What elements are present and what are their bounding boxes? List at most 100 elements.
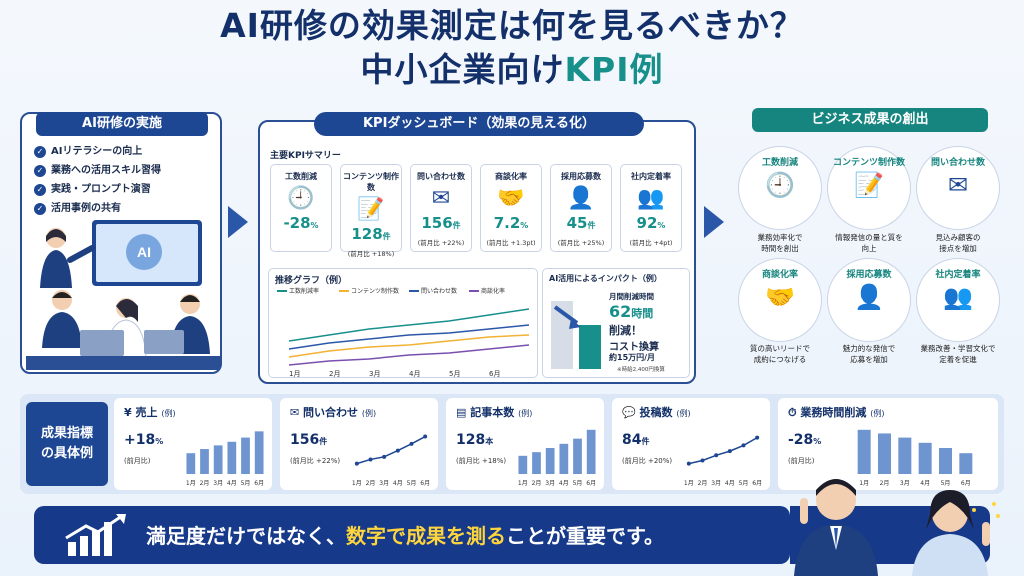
clock-icon: 🕘 — [765, 171, 795, 199]
team-icon: 👥 — [637, 186, 665, 211]
metric-bar — [254, 431, 264, 474]
metric-month-tick: 4月 — [920, 480, 930, 487]
impact-note: ※時給2,400円換算 — [617, 367, 665, 373]
check-icon: ✓ — [34, 164, 46, 177]
outcome-recruit-desc: 魅力的な発信で 応募を増加 — [842, 344, 896, 364]
metric-bar — [200, 449, 209, 474]
outcomes-header: ビジネス成果の創出 — [752, 108, 988, 132]
document-pen-icon: 📝 — [854, 171, 884, 199]
metric-month-tick: 5月 — [739, 480, 749, 487]
metric-point — [727, 449, 732, 454]
banner-highlight: 数字で成果を測る — [346, 524, 506, 548]
metric-chart-articles: 1月 2月 3月 4月 5月 6月 — [518, 429, 596, 487]
impact-hours: 62時間 — [609, 302, 654, 321]
chat-icon: 💬 — [622, 406, 640, 419]
metric-point — [368, 457, 373, 462]
metric-month-tick: 3月 — [213, 480, 223, 487]
metric-card-inquiry: ✉ 問い合わせ (例) 156件 (前月比 +22%) 1月 2月 3月 4月 5月 6月 — [280, 398, 438, 490]
outcome-content: コンテンツ制作数 📝 — [827, 146, 911, 230]
banner-message: 満足度だけではなく、数字で成果を測ることが重要です。 — [146, 524, 664, 548]
metric-bar — [227, 441, 237, 474]
metric-bar — [573, 438, 582, 474]
metric-chart-inquiry: 1月 2月 3月 4月 5月 6月 — [352, 434, 430, 487]
month-tick: 1月 — [289, 370, 300, 377]
month-tick: 5月 — [449, 370, 460, 377]
check-item: ✓ AIリテラシーの向上 — [34, 142, 161, 161]
metric-bar — [532, 452, 541, 474]
month-tick: 4月 — [409, 370, 420, 377]
metric-line — [688, 436, 758, 465]
metric-bar — [959, 453, 973, 474]
metric-month-tick: 5月 — [241, 480, 251, 487]
metric-card-time: ⏱ 業務時間削減 (例) -28% (前月比) 1月 2月 3月 4月 5月 6月 — [778, 398, 998, 490]
metric-month-tick: 3月 — [900, 480, 910, 487]
metric-bar — [186, 453, 196, 474]
impact-line2: 削減！ — [609, 324, 642, 337]
metric-month-tick: 3月 — [545, 480, 555, 487]
metric-card-articles: ▤ 記事本数 (例) 128本 (前月比 +18%) 1月 2月 3月 4月 5月 6月 — [446, 398, 604, 490]
impact-line1: 月間削減時間 — [609, 292, 654, 301]
growth-chart-icon — [65, 514, 126, 556]
metric-chart-time: 1月 2月 3月 4月 5月 6月 — [857, 429, 973, 487]
month-tick: 6月 — [489, 370, 500, 377]
document-pen-icon: 📝 — [357, 197, 385, 222]
outcome-recruit: 採用応募数 👤 — [827, 258, 911, 342]
subtitle-accent: KPI例 — [564, 50, 664, 89]
metric-month-tick: 6月 — [752, 480, 762, 487]
check-icon: ✓ — [34, 183, 46, 196]
impact-bar-graphic — [551, 301, 601, 369]
outcome-effort-desc: 業務効率化で 時間を創出 — [757, 233, 803, 253]
outcome-inquiry: 問い合わせ数 ✉ — [916, 146, 1000, 230]
check-item: ✓ 実践・プロンプト演習 — [34, 180, 161, 199]
metric-month-tick: 5月 — [407, 480, 417, 487]
metric-month-tick: 2月 — [366, 480, 376, 487]
legend-content: コンテンツ制作数 — [351, 287, 399, 295]
mail-icon: ✉ — [947, 171, 969, 199]
training-header: AI研修の実施 — [36, 112, 208, 136]
metric-month-tick: 2月 — [532, 480, 542, 487]
legend-effort: 工数削減率 — [289, 287, 319, 295]
metric-month-tick: 4月 — [725, 480, 735, 487]
metric-bar — [518, 455, 528, 474]
metric-point — [423, 434, 428, 439]
impact-box: AI活用によるインパクト（例） 月間削減時間 62時間 削減！ コスト換算 約1… — [542, 268, 690, 378]
metric-month-tick: 6月 — [254, 480, 264, 487]
training-illustration: AI — [26, 220, 220, 370]
metric-point — [354, 461, 359, 466]
handshake-icon: 🤝 — [497, 186, 525, 211]
trend-graph: 推移グラフ（例） 工数削減率 コンテンツ制作数 問い合わせ数 商談化率 1月 2… — [268, 268, 538, 378]
month-tick: 3月 — [369, 370, 380, 377]
outcome-effort: 工数削減 🕘 — [738, 146, 822, 230]
metric-month-tick: 4月 — [227, 480, 237, 487]
metrics-header: 成果指標 の具体例 — [26, 402, 108, 486]
metric-point — [395, 448, 400, 453]
kpi-summary-label: 主要KPIサマリー — [270, 151, 341, 161]
metric-month-tick: 5月 — [573, 480, 583, 487]
outcome-conversion: 商談化率 🤝 — [738, 258, 822, 342]
metric-card-sales: ¥ 売上 (例) +18% (前月比) 1月 2月 3月 4月 5月 6月 — [114, 398, 272, 490]
metric-bar — [857, 429, 871, 474]
screen-ai-label: AI — [137, 244, 151, 260]
metric-month-tick: 1月 — [186, 480, 196, 487]
legend-inquiry: 問い合わせ数 — [421, 287, 457, 295]
team-icon: 👥 — [943, 283, 973, 311]
trend-title: 推移グラフ（例） — [275, 276, 348, 286]
document-icon: ▤ — [456, 406, 471, 419]
metric-line — [356, 435, 426, 465]
metric-point — [700, 458, 705, 463]
metric-month-tick: 1月 — [684, 480, 694, 487]
outcome-retention: 社内定着率 👥 — [916, 258, 1000, 342]
impact-line3: コスト換算 — [609, 342, 659, 353]
check-item: ✓ 業務への活用スキル習得 — [34, 161, 161, 180]
clock-icon: 🕘 — [287, 186, 315, 211]
metric-month-tick: 2月 — [880, 480, 890, 487]
kpi-card-effort: 工数削減 🕘 -28% — [270, 164, 332, 252]
metric-bar — [918, 442, 932, 474]
metric-point — [755, 435, 760, 440]
kpi-card-content: コンテンツ制作数 📝 128件 (前月比 +18%) — [340, 164, 402, 258]
metric-month-tick: 5月 — [941, 480, 951, 487]
mail-icon: ✉ — [290, 406, 304, 419]
person-icon: 👤 — [854, 283, 884, 311]
metric-month-tick: 1月 — [859, 480, 869, 487]
presenters-illustration — [794, 479, 1000, 576]
